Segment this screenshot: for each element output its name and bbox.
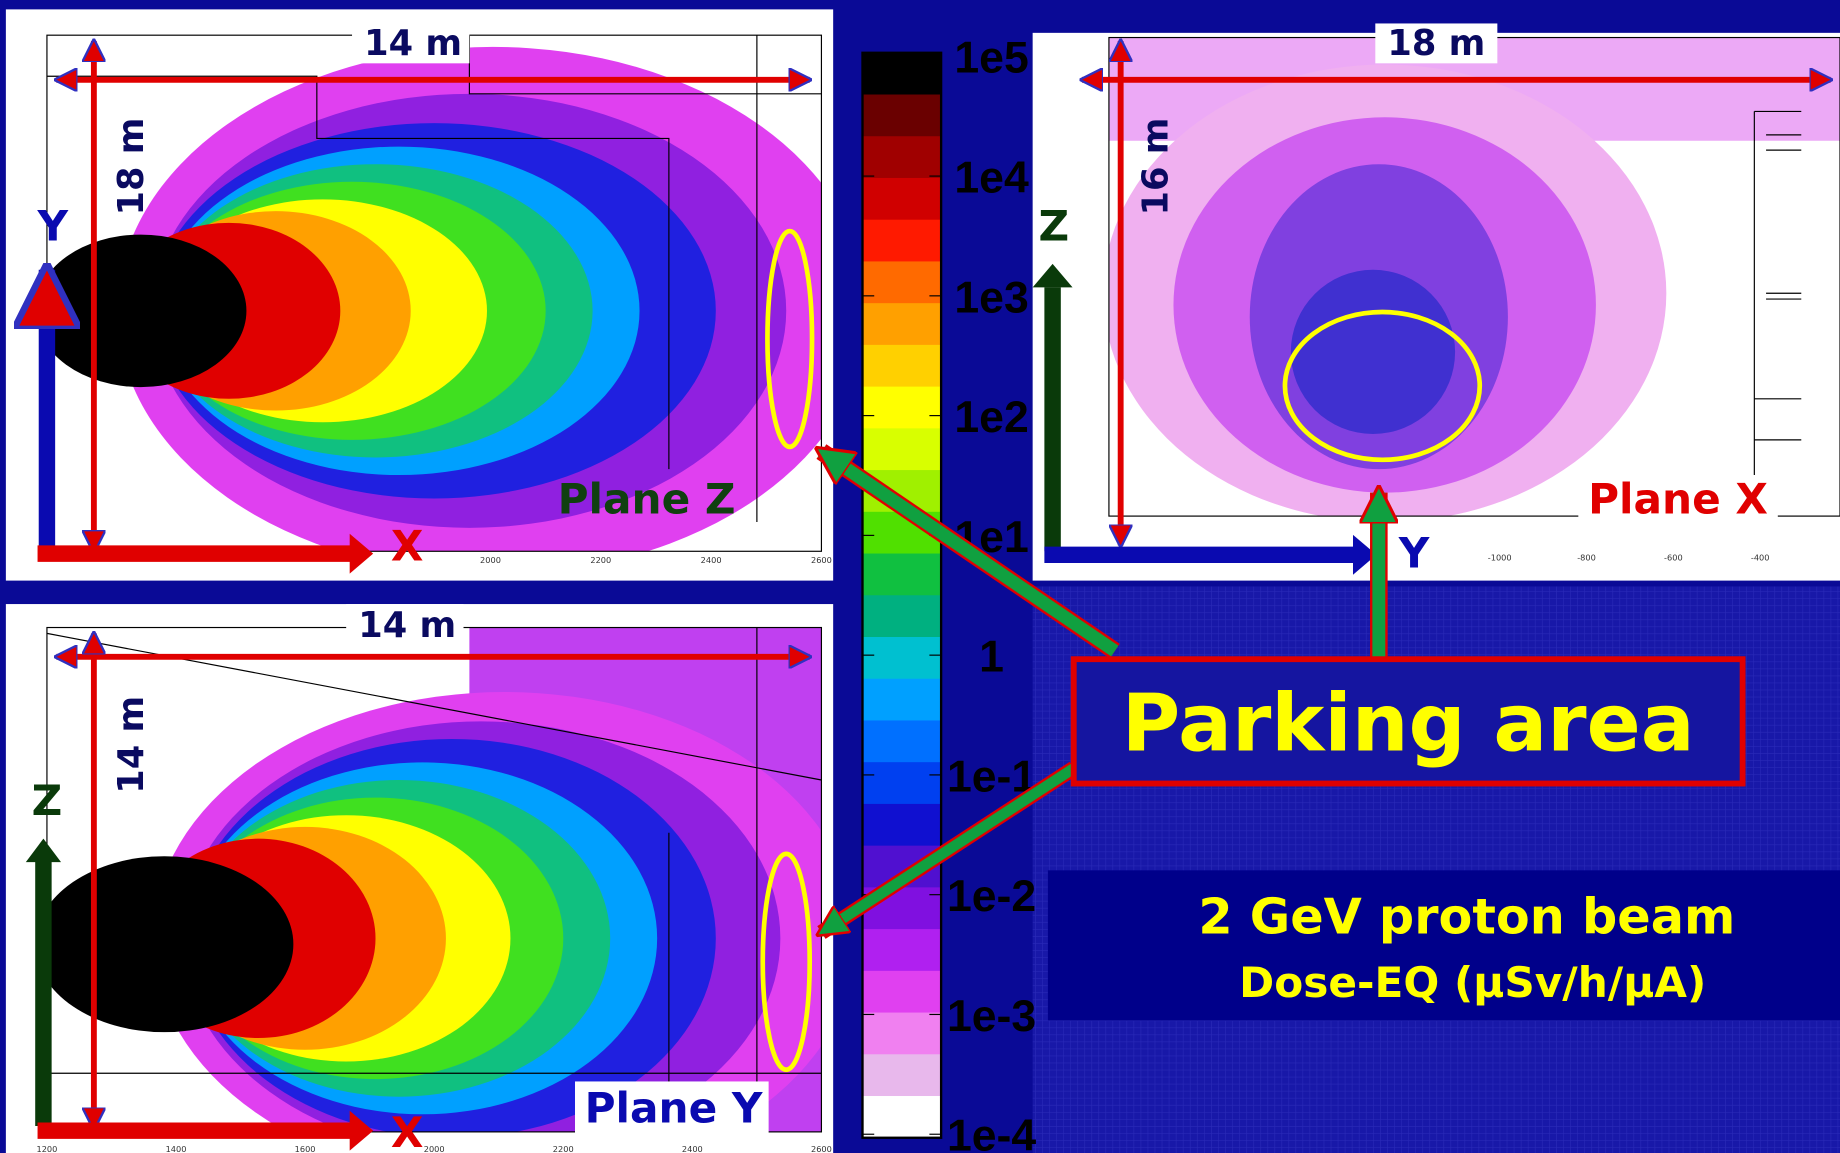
- colorbar-band: [863, 637, 942, 679]
- colorbar-label: 1e3: [954, 273, 1028, 322]
- colorbar-band: [863, 720, 942, 762]
- tick-label: -1000: [1488, 553, 1512, 563]
- tick-label: -600: [1664, 553, 1683, 563]
- height-label: 16 m: [1136, 118, 1177, 216]
- tick-label: 1200: [36, 1144, 57, 1153]
- height-label: 14 m: [111, 696, 152, 794]
- colorbar-band: [863, 595, 942, 637]
- colorbar-band: [863, 929, 942, 971]
- page: Dose map slide html,body{margin:0;paddin…: [0, 0, 1840, 1153]
- plane-label: Plane X: [1588, 475, 1768, 524]
- colorbar-band: [863, 95, 942, 137]
- colorbar-band: [863, 387, 942, 429]
- tick-label: 2400: [682, 1144, 703, 1153]
- axis-label: X: [391, 522, 424, 571]
- tick-label: 2600: [811, 1144, 832, 1153]
- colorbar-band: [863, 679, 942, 721]
- tick-label: -400: [1751, 553, 1770, 563]
- colorbar-band: [863, 1054, 942, 1096]
- colorbar-label: 1e5: [954, 34, 1028, 83]
- colorbar-label: 1e-3: [947, 992, 1036, 1041]
- tick-label: 1400: [166, 1144, 187, 1153]
- colorbar-band: [863, 971, 942, 1013]
- width-label: 14 m: [358, 605, 456, 646]
- axis-label: Y: [1398, 529, 1430, 578]
- body: {"panels":[ {"plane":"Plane Z","width_la…: [0, 0, 1840, 1153]
- axis-label: Y: [37, 201, 69, 250]
- colorbar-band: [863, 804, 942, 846]
- colorbar-label: 1: [979, 633, 1004, 682]
- tick-label: -800: [1577, 553, 1596, 563]
- slide: 14 m 18 m Y X Plane Z 2000 2200 2400 2600 1…: [0, 0, 1840, 1153]
- width-label: 14 m: [364, 23, 462, 64]
- tick-label: 2400: [701, 555, 722, 565]
- colorbar-label: 1e2: [954, 393, 1028, 442]
- tick-label: 2200: [590, 555, 611, 565]
- colorbar-band: [863, 345, 942, 387]
- plane-label: Plane Y: [585, 1084, 763, 1133]
- beam-title: 2 GeV proton beam: [1198, 888, 1735, 946]
- axis-label: X: [391, 1108, 424, 1153]
- colorbar-label: 1e4: [954, 154, 1029, 203]
- callout-text: Parking area: [1122, 677, 1695, 770]
- colorbar-label: 1e-4: [947, 1112, 1036, 1153]
- beam-quantity: Dose-EQ (µSv/h/µA): [1239, 958, 1706, 1007]
- axis-label: Z: [32, 776, 63, 825]
- colorbar-band: [863, 136, 942, 178]
- plane-label: Plane Z: [558, 475, 736, 524]
- tick-label: 2600: [811, 555, 832, 565]
- colorbar-band: [863, 303, 942, 345]
- colorbar-band: [863, 1096, 942, 1138]
- tick-label: 2000: [424, 1144, 445, 1153]
- colorbar-band: [863, 261, 942, 303]
- tick-label: 2000: [480, 555, 501, 565]
- axis-label: Z: [1038, 201, 1069, 250]
- colorbar-label: 1e-2: [947, 872, 1036, 921]
- width-label: 18 m: [1387, 23, 1485, 64]
- colorbar-band: [863, 428, 942, 470]
- colorbar-band: [863, 53, 942, 95]
- tick-label: 1600: [295, 1144, 316, 1153]
- colorbar-band: [863, 554, 942, 596]
- height-label: 18 m: [111, 118, 152, 216]
- colorbar-band: [863, 762, 942, 804]
- colorbar-band: [863, 178, 942, 220]
- colorbar-band: [863, 220, 942, 262]
- colorbar-band: [863, 1013, 942, 1055]
- tick-label: 2200: [553, 1144, 574, 1153]
